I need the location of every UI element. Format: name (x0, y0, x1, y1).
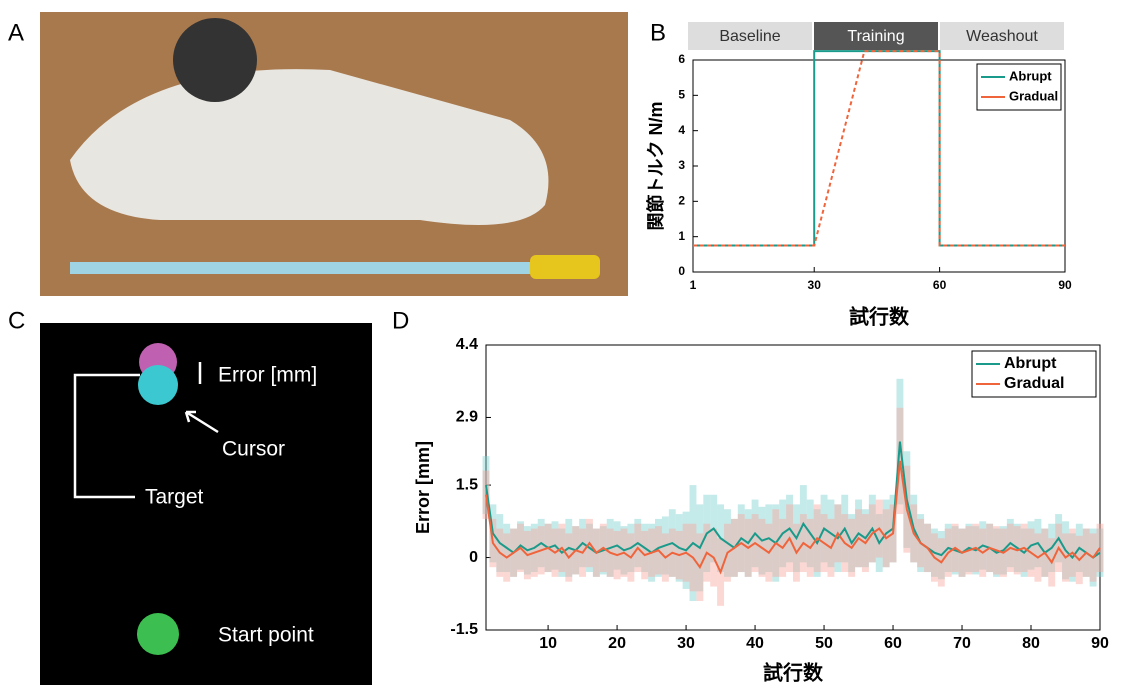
y-tick-label: 2 (678, 194, 685, 208)
y-tick-label: 1.5 (456, 476, 478, 493)
panel-label: C (8, 307, 25, 334)
task-screen (40, 323, 372, 685)
panel-label: B (650, 19, 666, 46)
legend (976, 63, 1062, 111)
x-tick-label: 90 (1091, 635, 1109, 652)
y-tick-label: 2.9 (456, 409, 478, 426)
x-tick-label: 50 (815, 635, 833, 652)
series-line (693, 50, 1065, 247)
phase-box (814, 22, 938, 50)
series-line (485, 441, 1101, 560)
error-label: Error [mm] (218, 364, 317, 387)
legend-label: Abrupt (1009, 68, 1052, 83)
x-tick-label: 90 (1058, 278, 1072, 292)
legend-label: Abrupt (1004, 355, 1057, 372)
start-dot (137, 613, 179, 655)
y-tick-label: 0 (469, 549, 478, 566)
y-tick-label: 4.4 (456, 336, 478, 353)
cursor-dot (138, 365, 178, 405)
y-axis-label: Error [mm] (413, 441, 433, 534)
x-axis-label: 試行数 (849, 304, 910, 328)
y-tick-label: 4 (678, 123, 685, 137)
start-label: Start point (218, 624, 314, 647)
phase-box (688, 22, 812, 50)
x-tick-label: 10 (539, 635, 557, 652)
target-label: Target (145, 486, 204, 509)
x-tick-label: 80 (1022, 635, 1040, 652)
legend-label: Gradual (1004, 375, 1064, 392)
phase-label: Training (847, 28, 904, 45)
phase-label: Baseline (719, 28, 780, 45)
x-tick-label: 70 (953, 635, 971, 652)
y-tick-label: 1 (678, 229, 685, 243)
x-tick-label: 40 (746, 635, 764, 652)
y-tick-label: 5 (678, 88, 685, 102)
y-tick-label: 6 (678, 52, 685, 66)
device (70, 18, 600, 279)
x-tick-label: 60 (884, 635, 902, 652)
panel-label: A (8, 19, 24, 46)
legend-label: Gradual (1009, 88, 1058, 103)
x-axis-label: 試行数 (763, 660, 824, 684)
x-tick-label: 60 (933, 278, 947, 292)
x-tick-label: 1 (690, 278, 697, 292)
y-tick-label: 0 (678, 264, 685, 278)
panel-label: D (392, 307, 409, 334)
phase-box (940, 22, 1064, 50)
arrows (73, 362, 219, 499)
x-tick-label: 20 (608, 635, 626, 652)
y-tick-label: 3 (678, 158, 685, 172)
x-tick-label: 30 (808, 278, 822, 292)
x-tick-label: 30 (677, 635, 695, 652)
y-axis-label: 関節トルク N/m (645, 101, 666, 230)
legend (971, 350, 1097, 398)
phase-label: Weashout (966, 28, 1038, 45)
cursor-label: Cursor (222, 438, 285, 461)
series-line (485, 460, 1101, 575)
y-tick-label: -1.5 (450, 621, 478, 638)
